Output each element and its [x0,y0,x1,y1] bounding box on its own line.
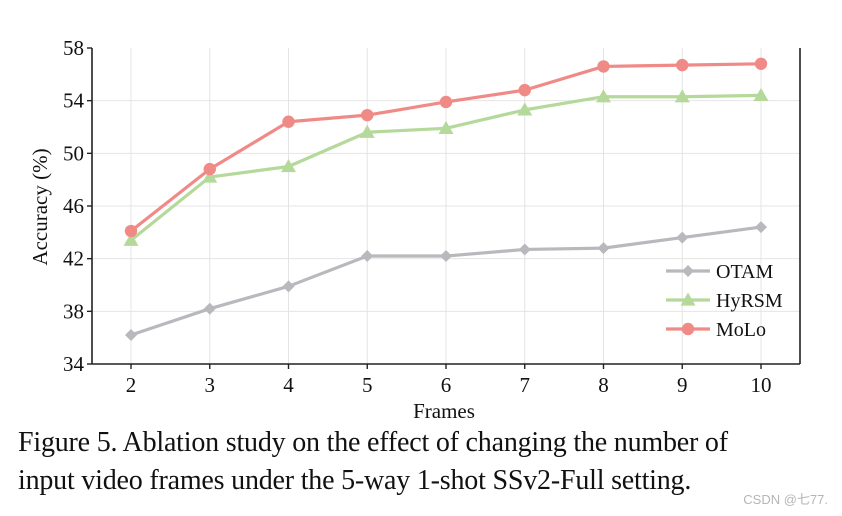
legend-item-hyrsm: HyRSM [666,290,783,312]
data-point [202,169,218,183]
y-tick-label: 46 [63,194,84,218]
data-point [282,280,295,293]
data-point [203,162,216,176]
data-point [361,250,374,263]
data-point [124,224,138,238]
data-point [123,232,139,246]
data-point [125,329,137,342]
legend-item-otam: OTAM [666,261,774,283]
y-tick-label: 38 [63,299,84,323]
data-point [676,231,689,244]
data-point [517,102,533,116]
y-tick-label: 54 [63,89,85,113]
diamond-marker [682,265,694,277]
x-tick-label: 7 [520,373,531,397]
data-point [755,221,767,234]
data-point [439,95,453,109]
y-tick-label: 42 [63,247,84,271]
data-point [361,108,374,122]
data-point [596,89,611,103]
x-tick-label: 9 [677,373,688,397]
data-point [597,60,610,73]
caption-line-1: Figure 5. Ablation study on the effect o… [18,427,728,458]
y-tick-label: 58 [63,36,84,60]
data-point [754,57,768,70]
circle-marker [681,322,695,336]
series-hyrsm [123,87,769,246]
data-point [203,302,216,315]
x-tick-label: 5 [362,373,373,397]
legend-label: HyRSM [716,290,783,312]
data-point [440,250,452,263]
data-point [438,120,454,134]
data-point [597,242,610,255]
legend: OTAM HyRSM MoLo [666,261,783,341]
data-point [674,89,690,103]
legend-label: MoLo [716,319,766,341]
data-point [518,243,531,256]
triangle-marker [680,292,696,306]
y-tick-label: 50 [63,141,84,165]
x-tick-label: 8 [598,373,609,397]
data-point [676,58,689,72]
series-layer [123,57,769,342]
data-point [359,124,375,138]
x-tick-label: 6 [441,373,452,397]
watermark: CSDN @七77. [743,492,828,507]
x-axis-label: Frames [413,399,475,420]
x-tick-label: 10 [751,373,772,397]
figure-caption: Figure 5. Ablation study on the effect o… [18,424,830,500]
x-tick-label: 3 [205,373,216,397]
x-tick-label: 2 [126,373,137,397]
data-point [518,83,531,97]
legend-label: OTAM [716,261,774,283]
caption-line-2: input video frames under the 5-way 1-sho… [18,465,692,496]
data-point [753,87,769,102]
data-point [282,115,295,128]
data-point [281,159,296,173]
series-otam [125,221,767,342]
series-molo [124,57,768,238]
x-tick-label: 4 [283,373,294,397]
legend-item-molo: MoLo [666,319,766,341]
y-tick-label: 34 [63,352,85,376]
y-axis-label: Accuracy (%) [28,148,52,265]
